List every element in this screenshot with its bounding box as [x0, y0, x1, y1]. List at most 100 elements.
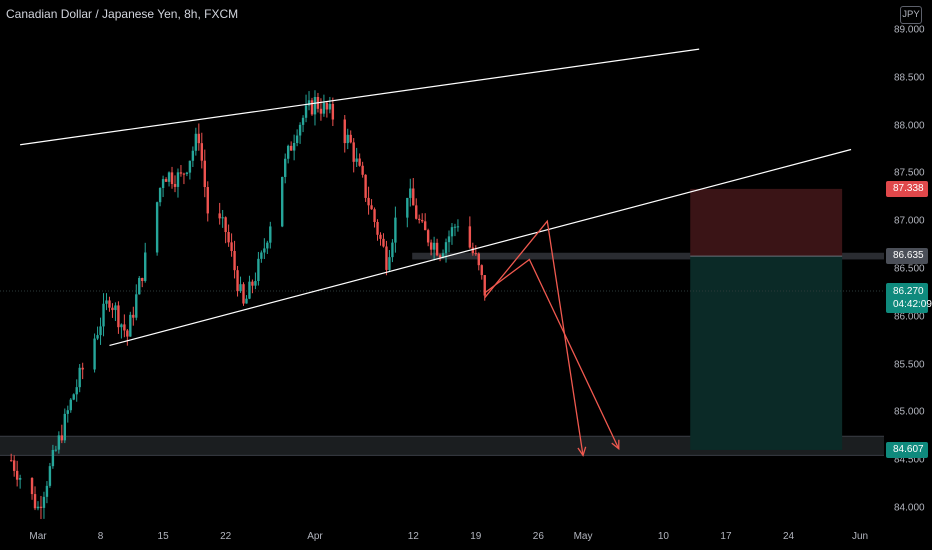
candle-body-55 [200, 143, 204, 161]
candle-body-101 [364, 174, 367, 198]
time-tick-label: 22 [220, 531, 232, 542]
candle-body-97 [352, 142, 355, 162]
candle-body-22 [93, 338, 96, 370]
time-tick-label: Mar [29, 531, 47, 542]
candle-body-41 [158, 187, 162, 203]
stop-loss-price-tag: 87.338 [886, 180, 928, 197]
upper-channel-line[interactable] [20, 48, 700, 146]
candle-body-19 [75, 387, 78, 395]
candle-body-83 [301, 117, 305, 125]
candle-body-36 [135, 294, 138, 318]
time-tick-label: 17 [720, 531, 732, 542]
candle-body-131 [471, 247, 475, 254]
candle-body-13 [57, 435, 61, 450]
candle-body-64 [236, 270, 239, 292]
candle-body-87 [313, 96, 317, 115]
candle-body-103 [370, 205, 373, 210]
candle-body-35 [132, 314, 135, 318]
lower-channel-line[interactable] [109, 148, 852, 347]
candle-body-125 [444, 242, 448, 254]
candle-body-123 [438, 255, 442, 258]
price-tick-label: 87.000 [894, 215, 925, 227]
candle-body-134 [480, 265, 483, 276]
time-tick-label: 12 [407, 531, 419, 542]
projection-path-2[interactable] [484, 258, 620, 450]
candle-body-72 [260, 252, 263, 259]
candle-body-75 [269, 226, 272, 243]
candle-body-89 [319, 108, 323, 114]
candle-body-100 [361, 165, 364, 175]
candle-body-117 [420, 220, 424, 222]
projection-arrowhead-1 [577, 446, 587, 457]
candle-body-37 [138, 277, 141, 295]
candle-body-96 [349, 134, 352, 143]
time-tick-label: 8 [97, 531, 104, 542]
time-tick-label: 26 [532, 531, 544, 542]
candle-body-23 [96, 335, 99, 339]
time-tick-label: 19 [470, 531, 482, 542]
time-tick-label: Apr [307, 531, 323, 542]
candle-body-81 [295, 135, 299, 143]
projection-path-1[interactable] [484, 219, 584, 456]
candle-body-107 [382, 238, 385, 247]
candle-body-63 [233, 250, 236, 271]
candle-body-27 [108, 300, 111, 308]
price-tick-label: 86.500 [894, 263, 925, 275]
candle-body-50 [185, 172, 189, 174]
candle-body-84 [304, 105, 308, 118]
candle-body-109 [388, 257, 391, 270]
candle-body-80 [292, 142, 296, 151]
last-price-value: 86.270 [893, 285, 924, 297]
candle-body-122 [435, 242, 439, 256]
drawings-layer[interactable] [20, 48, 852, 457]
candle-body-14 [60, 435, 64, 441]
candle-body-21 [81, 367, 84, 370]
candle-body-98 [355, 158, 358, 162]
candle-body-135 [483, 275, 486, 296]
candle-body-129 [456, 226, 460, 228]
entry-price-tag: 86.635 [886, 248, 928, 265]
price-tick-label: 87.500 [894, 167, 925, 179]
candle-body-102 [367, 197, 370, 206]
candle-body-48 [179, 172, 183, 174]
candle-body-120 [429, 242, 433, 250]
candle-body-39 [144, 252, 147, 281]
candle-body-121 [432, 242, 436, 250]
candle-body-128 [453, 226, 457, 228]
price-tick-label: 86.000 [894, 311, 925, 323]
candle-body-76 [281, 176, 284, 227]
candle-body-6 [36, 506, 40, 509]
bar-countdown: 04:42:09 [893, 298, 932, 310]
candle-body-58 [218, 213, 221, 219]
candle-body-16 [66, 410, 69, 414]
candle-body-5 [33, 494, 37, 509]
candle-body-7 [39, 506, 43, 508]
candle-body-43 [164, 179, 168, 182]
candle-body-69 [251, 281, 254, 286]
candle-body-113 [409, 188, 412, 198]
candle-body-116 [418, 218, 421, 221]
candle-body-104 [373, 209, 376, 222]
candle-body-106 [379, 234, 382, 239]
candle-body-111 [394, 217, 397, 243]
candle-body-119 [426, 230, 430, 243]
candle-body-26 [105, 300, 108, 304]
candle-body-67 [245, 298, 248, 304]
candle-body-59 [221, 217, 224, 219]
candle-body-112 [406, 197, 409, 218]
candle-body-8 [42, 496, 46, 508]
candle-body-34 [129, 314, 132, 337]
symbol-title[interactable]: Canadian Dollar / Japanese Yen, 8h, FXCM [6, 7, 239, 21]
candle-body-45 [170, 172, 174, 185]
currency-badge[interactable]: JPY [900, 6, 922, 24]
candle-body-3 [18, 478, 22, 480]
candle-body-92 [328, 103, 332, 110]
price-tick-label: 84.000 [894, 502, 925, 514]
candle-body-10 [48, 466, 52, 486]
candle-body-62 [230, 242, 233, 251]
candle-body-25 [102, 303, 105, 327]
candle-body-42 [161, 179, 165, 188]
short-position-stop-zone [690, 188, 843, 257]
price-tick-label: 84.500 [894, 454, 925, 466]
